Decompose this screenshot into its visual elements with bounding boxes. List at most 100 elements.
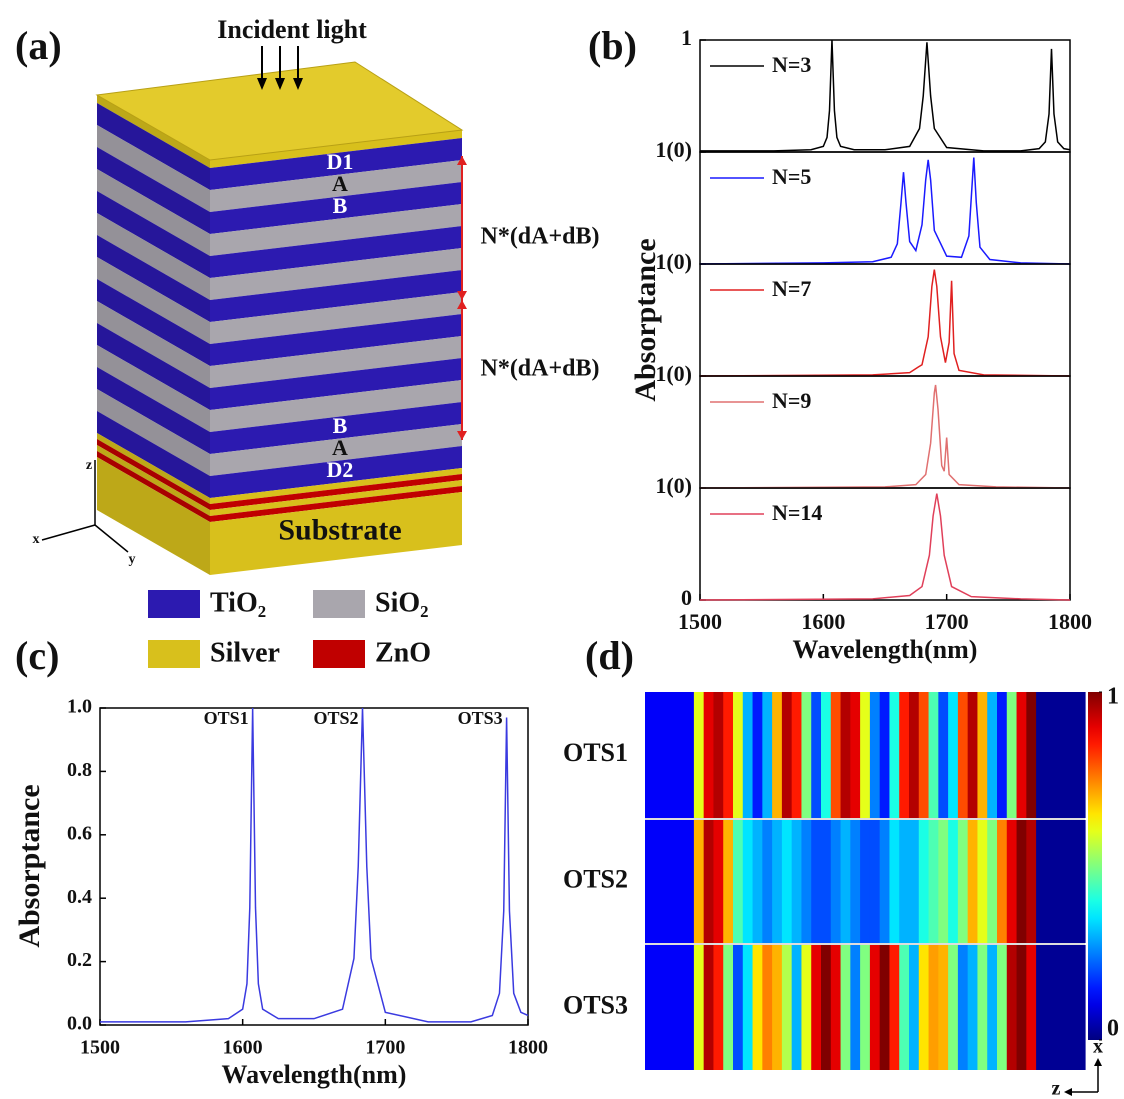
coord-axis bbox=[95, 525, 128, 552]
colorbar-tick-label: 0 bbox=[1107, 1016, 1119, 1042]
legend-label: N=9 bbox=[772, 388, 811, 413]
heatmap-cell bbox=[958, 945, 968, 1070]
heatmap-cell bbox=[860, 945, 870, 1070]
heatmap-cell bbox=[743, 692, 753, 818]
heatmap-cell bbox=[919, 820, 929, 943]
heatmap-cell bbox=[880, 820, 890, 943]
x-tick-label: 1600 bbox=[223, 1037, 263, 1059]
row-label: OTS3 bbox=[563, 990, 628, 1019]
heatmap-cell bbox=[909, 692, 919, 818]
heatmap-cell bbox=[645, 692, 655, 818]
heatmap-cell bbox=[733, 820, 743, 943]
heatmap-cell bbox=[801, 820, 811, 943]
panel-label: (b) bbox=[588, 23, 637, 68]
heatmap-cell bbox=[821, 820, 831, 943]
heatmap-cell bbox=[1007, 692, 1017, 818]
heatmap-cell bbox=[889, 820, 899, 943]
heatmap-cell bbox=[674, 820, 684, 943]
x-tick-label: 1500 bbox=[678, 609, 722, 634]
annotation: OTS3 bbox=[458, 708, 503, 728]
heatmap-cell bbox=[1036, 692, 1046, 818]
y-tick-label: 0.8 bbox=[67, 759, 92, 781]
heatmap-cell bbox=[1075, 820, 1085, 943]
heatmap-cell bbox=[1017, 945, 1027, 1070]
heatmap-cell bbox=[860, 692, 870, 818]
data-line bbox=[100, 708, 528, 1022]
heatmap-cell bbox=[938, 820, 948, 943]
heatmap-cell bbox=[987, 820, 997, 943]
heatmap-cell bbox=[694, 945, 704, 1070]
data-line bbox=[700, 494, 1070, 600]
plot-frame bbox=[700, 376, 1070, 488]
heatmap-cell bbox=[841, 820, 851, 943]
data-line bbox=[700, 385, 1070, 488]
heatmap-cell bbox=[831, 945, 841, 1070]
heatmap-cell bbox=[948, 692, 958, 818]
legend-label: SiO₂ bbox=[375, 587, 429, 618]
heatmap-cell bbox=[723, 945, 733, 1070]
panel-label: (c) bbox=[15, 633, 59, 678]
heatmap-cell bbox=[870, 692, 880, 818]
heatmap-cell bbox=[811, 692, 821, 818]
heatmap-cell bbox=[753, 820, 763, 943]
layer-label: B bbox=[333, 193, 348, 218]
heatmap-cell bbox=[850, 820, 860, 943]
heatmap-cell bbox=[782, 692, 792, 818]
heatmap-cell bbox=[674, 692, 684, 818]
y-tick-label: 1(0) bbox=[655, 137, 692, 162]
heatmap-cell bbox=[977, 692, 987, 818]
heatmap-cell bbox=[1017, 692, 1027, 818]
heatmap-cell bbox=[1065, 945, 1075, 1070]
substrate-label: Substrate bbox=[278, 514, 401, 547]
coord-label: z bbox=[86, 458, 92, 473]
annotation: OTS2 bbox=[313, 708, 358, 728]
heatmap-cell bbox=[1026, 692, 1036, 818]
page: {"panel_labels": ["(a)", "(b)", "(c)", "… bbox=[0, 0, 1124, 1099]
heatmap-cell bbox=[1056, 692, 1066, 818]
row-label: OTS2 bbox=[563, 864, 628, 893]
colorbar bbox=[1088, 692, 1102, 1040]
heatmap-cell bbox=[645, 820, 655, 943]
heatmap-cell bbox=[801, 692, 811, 818]
heatmap-cell bbox=[655, 820, 665, 943]
heatmap-cell bbox=[860, 820, 870, 943]
heatmap-cell bbox=[713, 692, 723, 818]
y-axis-label: Absorptance bbox=[13, 784, 46, 947]
heatmap-cell bbox=[968, 820, 978, 943]
legend-swatch bbox=[313, 590, 365, 618]
heatmap-cell bbox=[889, 692, 899, 818]
heatmap-cell bbox=[831, 692, 841, 818]
plot-frame bbox=[700, 40, 1070, 152]
y-tick-label: 0.0 bbox=[67, 1013, 92, 1035]
heatmap-cell bbox=[665, 820, 675, 943]
legend-label: N=7 bbox=[772, 276, 811, 301]
x-axis-label: Wavelength(nm) bbox=[793, 635, 978, 664]
heatmap-cell bbox=[1026, 820, 1036, 943]
y-tick-label: 1.0 bbox=[67, 696, 92, 718]
period-label: N*(dA+dB) bbox=[480, 224, 599, 250]
legend-label: N=14 bbox=[772, 500, 822, 525]
heatmap-cell bbox=[1036, 820, 1046, 943]
heatmap-cell bbox=[762, 692, 772, 818]
heatmap-cell bbox=[792, 692, 802, 818]
heatmap-cell bbox=[733, 945, 743, 1070]
heatmap-cell bbox=[948, 945, 958, 1070]
heatmap-cell bbox=[977, 945, 987, 1070]
heatmap-cell bbox=[792, 945, 802, 1070]
heatmap-cell bbox=[889, 945, 899, 1070]
heatmap-cell bbox=[762, 820, 772, 943]
y-tick-label: 0.4 bbox=[67, 886, 92, 908]
heatmap-cell bbox=[899, 945, 909, 1070]
heatmap-cell bbox=[743, 945, 753, 1070]
heatmap-cell bbox=[929, 820, 939, 943]
y-tick-label: 0.6 bbox=[67, 822, 92, 844]
heatmap-cell bbox=[782, 945, 792, 1070]
x-tick-label: 1500 bbox=[80, 1037, 120, 1059]
data-line bbox=[700, 158, 1070, 264]
heatmap-cell bbox=[919, 692, 929, 818]
panel-label: (a) bbox=[15, 23, 62, 68]
heatmap-cell bbox=[753, 692, 763, 818]
heatmap-cell bbox=[1046, 692, 1056, 818]
heatmap-cell bbox=[655, 945, 665, 1070]
legend-label: TiO₂ bbox=[210, 587, 266, 618]
